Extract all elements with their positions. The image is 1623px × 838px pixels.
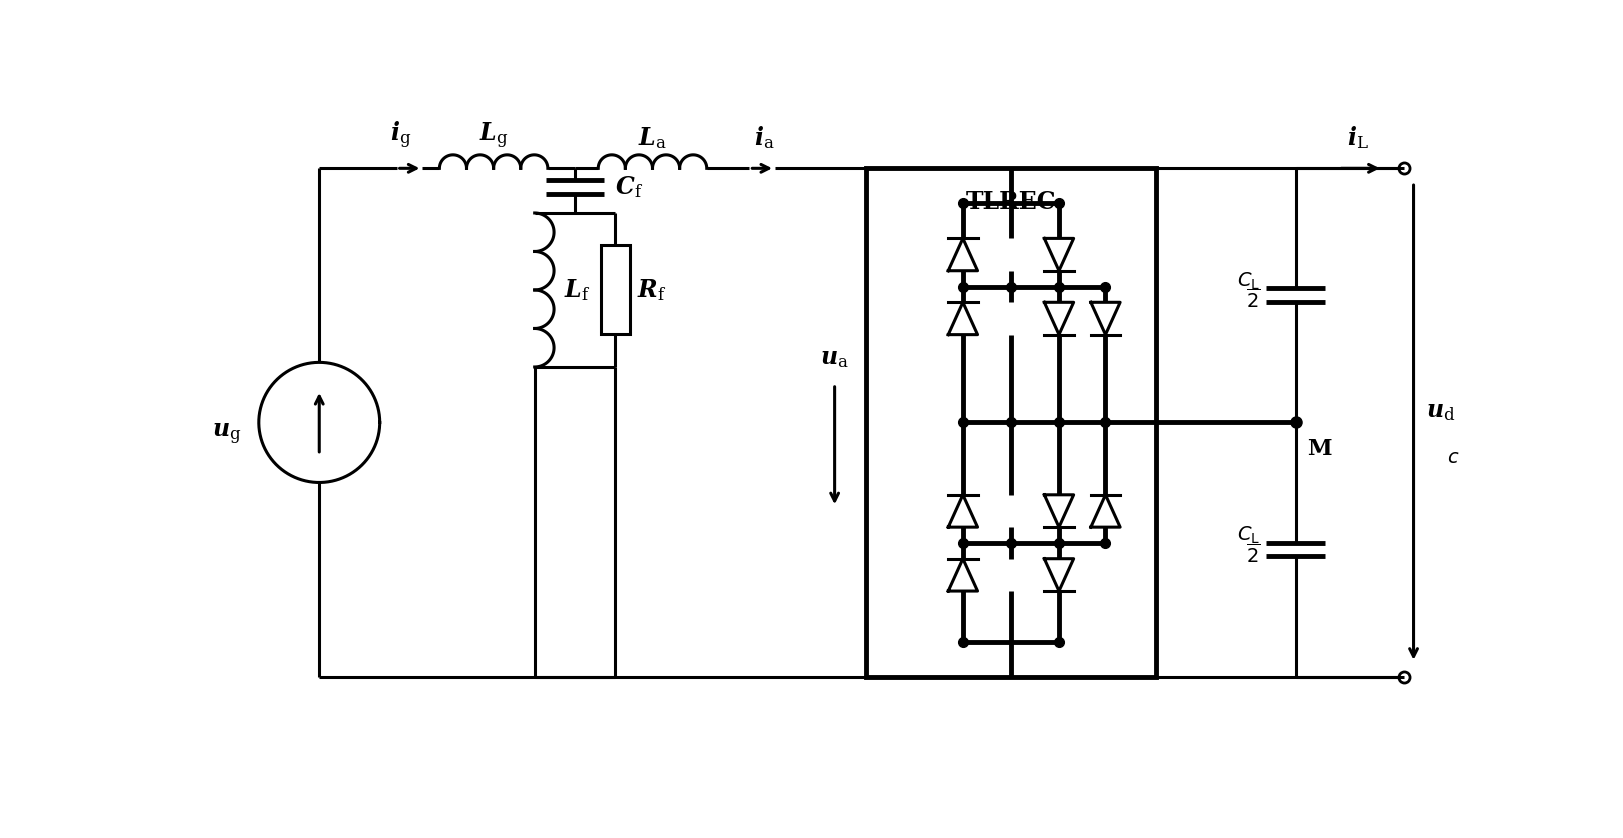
Text: $C_{\rm L}$
$\overline{2}$: $C_{\rm L}$ $\overline{2}$ [1237, 525, 1259, 566]
Text: $\bfit{u}_{\rm d}$: $\bfit{u}_{\rm d}$ [1425, 399, 1454, 423]
Text: $\bfit{i}_{\rm L}$: $\bfit{i}_{\rm L}$ [1345, 125, 1368, 152]
Text: $\bfit{L}_{\rm a}$: $\bfit{L}_{\rm a}$ [638, 126, 667, 152]
Text: $\bfit{L}_{\rm g}$: $\bfit{L}_{\rm g}$ [479, 121, 508, 152]
Text: $\bfit{i}_{\rm a}$: $\bfit{i}_{\rm a}$ [753, 125, 774, 152]
Text: $\bfit{u}_{\rm a}$: $\bfit{u}_{\rm a}$ [820, 346, 849, 370]
Text: $\bfit{L}_{\rm f}$: $\bfit{L}_{\rm f}$ [563, 277, 591, 303]
Bar [601, 246, 630, 334]
Text: TLREC: TLREC [966, 190, 1055, 214]
Text: $\bfit{i}_{\rm g}$: $\bfit{i}_{\rm g}$ [390, 120, 411, 152]
Text: c: c [1446, 447, 1457, 467]
Bar [865, 168, 1156, 676]
Text: M: M [1307, 438, 1331, 460]
Text: $C_{\rm L}$
$\overline{2}$: $C_{\rm L}$ $\overline{2}$ [1237, 271, 1259, 312]
Text: $\bfit{C}_{\rm f}$: $\bfit{C}_{\rm f}$ [615, 173, 643, 199]
Text: $\bfit{R}_{\rm f}$: $\bfit{R}_{\rm f}$ [636, 277, 665, 303]
Text: $\bfit{u}_{\rm g}$: $\bfit{u}_{\rm g}$ [213, 422, 242, 447]
